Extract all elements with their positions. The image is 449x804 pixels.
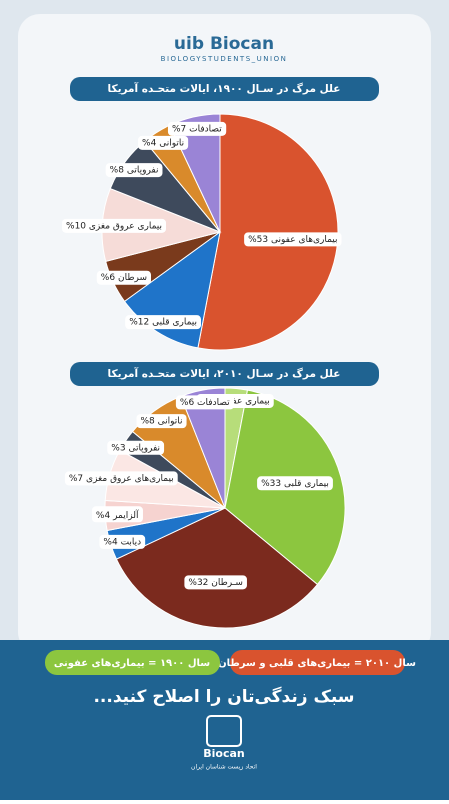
value-label: 33% xyxy=(261,478,281,488)
data-label-text: بیماری‌های عفونی 53% xyxy=(248,234,337,244)
data-label: بیماری قلبی 12% xyxy=(125,315,202,330)
category-label: بیماری‌های عفونی xyxy=(271,234,338,244)
pie-slice xyxy=(115,507,319,629)
data-label: نفروپاتی 8% xyxy=(105,163,163,178)
data-label-text: ناتوانی 4% xyxy=(142,138,184,148)
category-label: آلزایمر xyxy=(112,508,139,520)
category-label: نفروپاتی xyxy=(128,443,160,453)
data-label-text: نفروپاتی 8% xyxy=(110,165,159,175)
data-label: سرطان 6% xyxy=(96,270,152,285)
category-label: بیماری قلبی xyxy=(152,317,197,327)
data-label-box xyxy=(136,414,187,429)
data-label: بیماری‌های عروق مغزی 7% xyxy=(64,471,178,486)
category-label: سـرطان xyxy=(211,577,243,587)
data-label: ناتوانی 4% xyxy=(138,135,189,150)
data-label-text: سرطان 6% xyxy=(101,273,147,283)
pill-text: سال ۱۹۰۰ = بیماری‌های عفونی xyxy=(54,658,210,669)
chart-title-bar xyxy=(70,362,379,386)
value-label: 6% xyxy=(180,397,195,407)
brand-subtitle: BIOLOGYSTUDENTS_UNION xyxy=(161,55,288,63)
value-label: 4% xyxy=(142,138,157,148)
category-label: تصادفات xyxy=(197,397,230,407)
category-label: ناتوانی xyxy=(159,138,184,148)
data-label-text: دیابت 4% xyxy=(103,537,141,547)
data-label-box xyxy=(62,218,167,233)
category-label: بیماری قلبی xyxy=(284,478,329,488)
org-name: اتحاد زیست شناسان ایران xyxy=(191,764,257,771)
data-label-text: تصادفات 7% xyxy=(172,124,222,134)
data-label: تصادفات 7% xyxy=(167,121,227,136)
data-label-box xyxy=(105,163,163,178)
category-label: سرطان xyxy=(118,273,147,283)
data-label: نفروپاتی 3% xyxy=(107,440,165,455)
data-label-box xyxy=(138,135,189,150)
value-label: 53% xyxy=(248,234,268,244)
category-label: بیماری عروق مغزی xyxy=(89,221,162,231)
data-label-box xyxy=(96,270,152,285)
data-label-text: نفروپاتی 3% xyxy=(111,443,160,453)
pill xyxy=(230,650,405,675)
data-label-box xyxy=(125,315,202,330)
data-label-box xyxy=(257,476,333,491)
data-label-box xyxy=(91,506,143,523)
data-label: ناتوانی 8% xyxy=(136,414,187,429)
brand: uib Biocan xyxy=(174,34,274,54)
value-label: 8% xyxy=(110,165,125,175)
data-label: دیابت 4% xyxy=(99,534,146,549)
data-label: تصادفات 6% xyxy=(175,395,235,410)
value-label: 4% xyxy=(103,537,118,547)
data-label-text: آلزایمر 4% xyxy=(96,508,139,520)
data-label-box xyxy=(184,575,247,590)
data-label-text: بیماری عروق مغزی 10% xyxy=(66,221,162,231)
pill-text: سال ۲۰۱۰ = بیماری‌های قلبی و سرطان xyxy=(218,658,416,669)
chart-title-bar xyxy=(70,77,379,101)
data-label-text: سـرطان 32% xyxy=(188,577,243,587)
value-label: 12% xyxy=(129,317,149,327)
slogan: سبک زندگی‌تان را اصلاح کنید... xyxy=(93,686,354,707)
category-label: ناتوانی xyxy=(158,416,183,426)
value-label: 4% xyxy=(96,510,111,520)
data-label-text: بیماری قلبی 12% xyxy=(129,317,197,327)
value-label: 10% xyxy=(66,221,86,231)
data-label: سـرطان 32% xyxy=(184,575,247,590)
category-label: بیماری‌های عروق مغزی xyxy=(86,473,174,483)
data-label: بیماری عروق مغزی 10% xyxy=(62,218,167,233)
data-label-text: تصادفات 6% xyxy=(180,397,230,407)
category-label: بیماری عفونی xyxy=(218,396,270,406)
data-label: آلزایمر 4% xyxy=(91,506,143,523)
data-label-text: بیماری‌های عروق مغزی 7% xyxy=(69,473,174,483)
data-label-text: بیماری قلبی 33% xyxy=(261,478,329,488)
data-label-box xyxy=(244,232,342,247)
data-label: بیماری‌های عفونی 53% xyxy=(244,232,342,247)
chart-title: علل مرگ در سـال ۲۰۱۰، ایالات متحـده آمری… xyxy=(108,367,341,380)
category-label: نفروپاتی xyxy=(127,165,159,175)
data-label-box xyxy=(167,121,227,136)
logo-text: Biocan xyxy=(203,747,245,760)
value-label: 6% xyxy=(101,273,116,283)
value-label: 3% xyxy=(111,443,125,453)
category-label: دیابت xyxy=(121,537,142,547)
value-label: 7% xyxy=(172,124,186,134)
value-label: 32% xyxy=(188,577,208,587)
data-label-text: ناتوانی 8% xyxy=(140,416,182,426)
chart-title: علل مرگ در سـال ۱۹۰۰، ایالات متحـده آمری… xyxy=(108,82,341,95)
data-label-box xyxy=(99,534,146,549)
value-label: 7% xyxy=(69,473,83,483)
data-label-box xyxy=(64,471,178,486)
logo-icon xyxy=(206,715,242,747)
value-label: 8% xyxy=(140,416,155,426)
pill xyxy=(45,650,220,675)
category-label: تصادفات xyxy=(189,124,222,134)
data-label-box xyxy=(175,395,235,410)
data-label: بیماری قلبی 33% xyxy=(257,476,333,491)
data-label-box xyxy=(107,440,165,455)
